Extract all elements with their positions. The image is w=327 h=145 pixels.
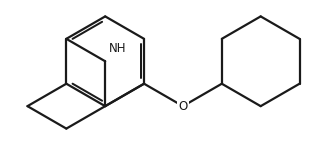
Text: O: O	[178, 100, 188, 113]
Text: NH: NH	[109, 42, 126, 55]
